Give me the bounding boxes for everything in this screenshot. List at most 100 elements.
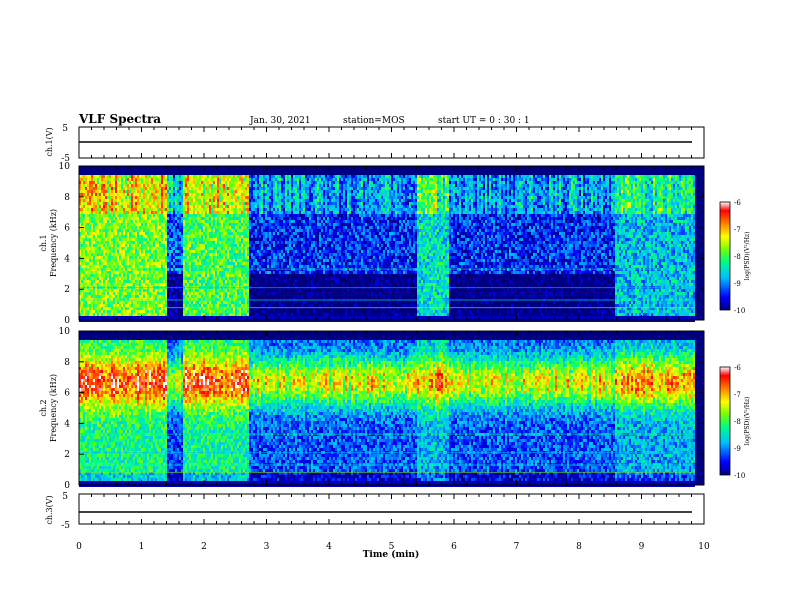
spectrogram-cell [235, 259, 237, 262]
spectrogram-cell [197, 310, 199, 313]
spectrogram-cell [141, 196, 143, 199]
spectrogram-cell [145, 280, 147, 283]
spectrogram-cell [87, 256, 89, 259]
spectrogram-cell [279, 187, 281, 190]
spectrogram-cell [215, 283, 217, 286]
spectrogram-cell [225, 277, 227, 280]
spectrogram-cell [221, 217, 223, 220]
spectrogram-cell [251, 292, 253, 295]
spectrogram-cell [149, 250, 151, 253]
spectrogram-cell [133, 184, 135, 187]
spectrogram-cell [87, 208, 89, 211]
spectrogram-cell [125, 181, 127, 184]
spectrogram-cell [109, 205, 111, 208]
spectrogram-cell [269, 190, 271, 193]
spectrogram-cell [179, 220, 181, 223]
spectrogram-cell [261, 217, 263, 220]
spectrogram-cell [119, 196, 121, 199]
spectrogram-cell [93, 307, 95, 310]
spectrogram-cell [167, 262, 169, 265]
spectrogram-cell [133, 193, 135, 196]
spectrogram-cell [135, 184, 137, 187]
spectrogram-cell [99, 175, 101, 178]
spectrogram-cell [255, 205, 257, 208]
spectrogram-cell [229, 250, 231, 253]
spectrogram-cell [209, 274, 211, 277]
spectrogram-cell [83, 241, 85, 244]
spectrogram-cell [255, 250, 257, 253]
spectrogram-cell [215, 274, 217, 277]
spectrogram-cell [189, 307, 191, 310]
spectrogram-cell [137, 313, 139, 316]
spectrogram-cell [267, 283, 269, 286]
spectrogram-cell [95, 211, 97, 214]
spectrogram-cell [115, 226, 117, 229]
spectrogram-cell [249, 313, 251, 316]
spectrogram-cell [105, 313, 107, 316]
spectrogram-cell [231, 175, 233, 178]
spectrogram-cell [81, 175, 83, 178]
spectrogram-cell [131, 301, 133, 304]
spectrogram-cell [253, 199, 255, 202]
spectrogram-cell [211, 280, 213, 283]
spectrogram-cell [257, 217, 259, 220]
spectrogram-cell [167, 184, 169, 187]
spectrogram-cell [203, 196, 205, 199]
spectrogram-cell [119, 244, 121, 247]
spectrogram-cell [153, 274, 155, 277]
spectrogram-cell [273, 175, 275, 178]
spectrogram-cell [105, 181, 107, 184]
spectrogram-cell [139, 271, 141, 274]
spectrogram-cell [91, 256, 93, 259]
spectrogram-cell [155, 223, 157, 226]
spectrogram-cell [179, 280, 181, 283]
spectrogram-cell [97, 181, 99, 184]
spectrogram-cell [245, 253, 247, 256]
spectrogram-cell [211, 271, 213, 274]
spectrogram-cell [99, 181, 101, 184]
spectrogram-cell [191, 292, 193, 295]
spectrogram-cell [79, 250, 81, 253]
spectrogram-cell [273, 310, 275, 313]
spectrogram-cell [123, 262, 125, 265]
spectrogram-cell [155, 208, 157, 211]
spectrogram-cell [133, 232, 135, 235]
spectrogram-cell [79, 205, 81, 208]
spectrogram-cell [225, 181, 227, 184]
spectrogram-cell [239, 232, 241, 235]
spectrogram-cell [143, 199, 145, 202]
spectrogram-cell [251, 184, 253, 187]
spectrogram-cell [147, 262, 149, 265]
spectrogram-cell [255, 292, 257, 295]
spectrogram-cell [147, 259, 149, 262]
spectrogram-cell [135, 310, 137, 313]
spectrogram-cell [239, 178, 241, 181]
spectrogram-cell [173, 247, 175, 250]
spectrogram-cell [217, 193, 219, 196]
spectrogram-cell [225, 310, 227, 313]
spectrogram-cell [281, 292, 283, 295]
spectrogram-cell [143, 295, 145, 298]
spectrogram-cell [277, 232, 279, 235]
spectrogram-cell [157, 208, 159, 211]
spectrogram-cell [153, 211, 155, 214]
spectrogram-cell [259, 184, 261, 187]
spectrogram-cell [263, 280, 265, 283]
spectrogram-cell [259, 202, 261, 205]
spectrogram-cell [129, 238, 131, 241]
spectrogram-cell [263, 208, 265, 211]
spectrogram-cell [97, 295, 99, 298]
spectrogram-cell [125, 232, 127, 235]
spectrogram-cell [111, 262, 113, 265]
spectrogram-cell [147, 265, 149, 268]
spectrogram-cell [157, 304, 159, 307]
spectrogram-cell [81, 187, 83, 190]
spectrogram-cell [137, 193, 139, 196]
spectrogram-cell [221, 271, 223, 274]
spectrogram-cell [109, 187, 111, 190]
spectrogram-cell [213, 193, 215, 196]
spectrogram-cell [227, 310, 229, 313]
spectrogram-cell [145, 277, 147, 280]
spectrogram-cell [195, 241, 197, 244]
spectrogram-cell [263, 307, 265, 310]
